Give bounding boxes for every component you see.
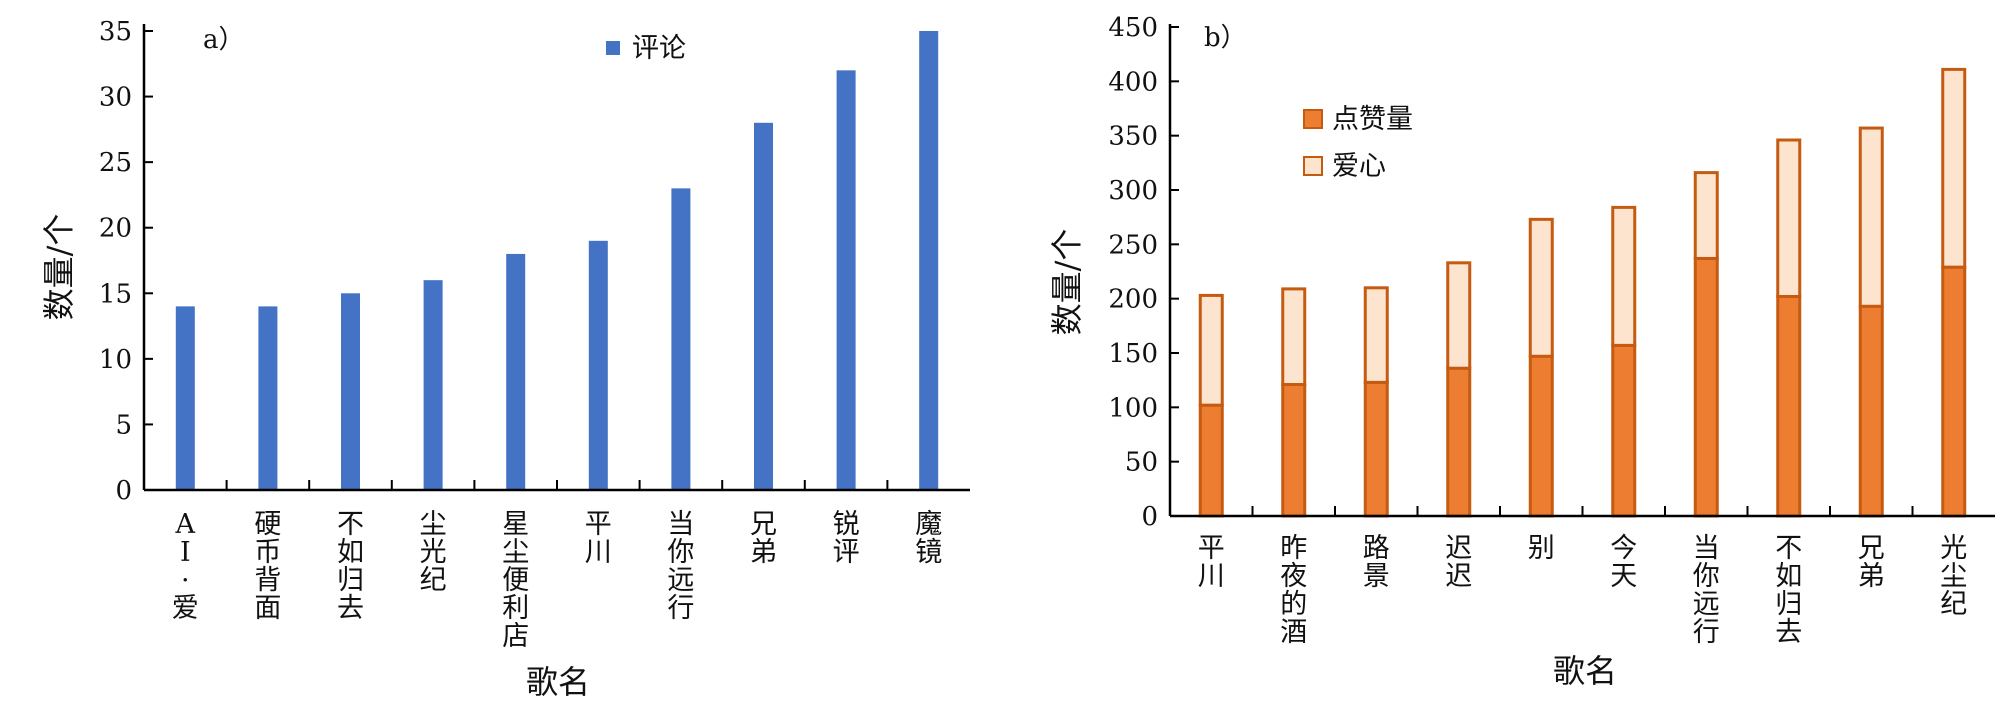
a-bar-s0-6 (671, 188, 691, 490)
chart-b-legend-swatch-hearts (1303, 156, 1323, 176)
b-bar-s1-6 (1693, 171, 1719, 260)
b-bar-s1-7 (1776, 138, 1802, 298)
a-bar-s0-9 (919, 31, 939, 490)
b-bar-s1-0 (1198, 293, 1224, 407)
a-x-category-label-8: 锐评 (833, 509, 860, 568)
a-y-tick-label-4: 20 (99, 214, 132, 244)
a-x-category-label-4: 星尘便利店 (502, 509, 529, 652)
b-bar-s1-1 (1281, 287, 1307, 387)
b-bar-s0-4 (1528, 354, 1554, 518)
a-bar-s0-3 (423, 280, 443, 490)
chart-b-panel-label: b） (1204, 23, 1247, 53)
b-x-category-label-1: 昨夜的酒 (1280, 533, 1307, 648)
b-bar-s0-6 (1693, 256, 1719, 518)
b-bar-s0-0 (1198, 403, 1224, 518)
a-y-tick-label-2: 10 (99, 345, 132, 375)
chart-b-x-axis-title: 歌名 (1553, 652, 1617, 690)
a-x-category-label-7: 兄弟 (750, 509, 777, 568)
chart-a-legend-swatch-comments (606, 41, 620, 55)
a-bar-s0-8 (836, 70, 856, 490)
a-x-category-label-3: 尘光纪 (420, 509, 447, 596)
b-y-tick-label-9: 450 (1108, 13, 1158, 43)
chart-b-y-axis-title: 数量/个 (1048, 229, 1086, 336)
a-bar-s0-1 (258, 306, 278, 490)
b-bar-s0-7 (1776, 294, 1802, 518)
b-x-category-label-8: 兄弟 (1858, 533, 1885, 592)
b-y-tick-label-6: 300 (1108, 176, 1158, 206)
chart-a-x-axis-title: 歌名 (526, 663, 590, 701)
a-x-category-label-0: A I ·爱 (172, 509, 199, 624)
b-bar-s0-3 (1446, 366, 1472, 518)
b-bar-s1-4 (1528, 217, 1554, 358)
b-y-tick-label-3: 150 (1108, 339, 1158, 369)
b-bar-s1-8 (1858, 126, 1884, 308)
chart-b-legend-label-hearts: 爱心 (1332, 151, 1386, 182)
b-x-category-label-2: 路景 (1363, 533, 1390, 592)
a-x-category-label-6: 当你远行 (667, 509, 694, 624)
chart-a-legend-label-comments: 评论 (632, 33, 686, 64)
a-x-category-label-5: 平川 (585, 509, 612, 568)
b-x-category-label-5: 今天 (1610, 533, 1637, 592)
a-y-tick-label-7: 35 (99, 17, 132, 47)
b-x-category-label-0: 平川 (1198, 533, 1225, 592)
a-y-tick-label-5: 25 (99, 148, 132, 178)
b-bar-s1-9 (1941, 67, 1967, 269)
chart-b: b） 点赞量 爱心 歌名 数量/个 0 50 100 150 200 250 300 350 4… (1048, 13, 1995, 690)
a-bar-s0-2 (341, 293, 360, 490)
a-bar-s0-7 (754, 122, 773, 491)
b-y-tick-label-7: 350 (1108, 122, 1158, 152)
a-y-tick-label-1: 5 (115, 410, 132, 440)
a-x-category-label-2: 不如归去 (337, 509, 364, 624)
b-y-tick-label-5: 250 (1108, 230, 1158, 260)
b-bar-s0-1 (1281, 383, 1307, 518)
b-y-tick-label-2: 100 (1108, 393, 1158, 423)
b-bar-s0-9 (1941, 265, 1967, 518)
chart-a-panel-label: a） (203, 25, 245, 55)
b-y-tick-label-8: 400 (1108, 67, 1158, 97)
b-bar-s0-5 (1611, 343, 1637, 518)
b-y-tick-label-4: 200 (1108, 285, 1158, 315)
a-y-tick-label-0: 0 (115, 476, 132, 506)
a-y-tick-label-3: 15 (99, 279, 132, 309)
b-bar-s0-8 (1858, 304, 1884, 518)
a-x-category-label-1: 硬币背面 (254, 509, 281, 624)
b-x-category-label-7: 不如归去 (1775, 533, 1802, 648)
chart-a-y-axis-title: 数量/个 (40, 214, 78, 321)
a-y-tick-label-6: 30 (99, 83, 132, 113)
chart-b-legend-label-likes: 点赞量 (1332, 104, 1413, 135)
a-bar-s0-5 (588, 240, 608, 490)
b-x-category-label-6: 当你远行 (1693, 533, 1720, 648)
a-bar-s0-0 (175, 306, 195, 490)
a-bar-s0-4 (506, 253, 526, 490)
b-y-tick-label-1: 50 (1125, 448, 1158, 478)
b-y-tick-label-0: 0 (1141, 502, 1158, 532)
b-bar-s1-5 (1611, 205, 1637, 347)
chart-a: a） 评论 歌名 数量/个 0 5 10 15 20 25 30 35 A I ·爱 硬币背面 不如归… (40, 17, 970, 701)
b-x-category-label-9: 光尘纪 (1940, 533, 1967, 620)
a-x-category-label-9: 魔镜 (915, 509, 942, 568)
b-x-category-label-3: 迟迟 (1445, 533, 1472, 592)
b-bar-s0-2 (1363, 380, 1389, 518)
b-bar-s1-2 (1363, 286, 1389, 384)
b-bar-s1-3 (1446, 261, 1472, 370)
b-x-category-label-4: 别 (1528, 533, 1555, 564)
chart-b-legend-swatch-likes (1303, 109, 1323, 129)
